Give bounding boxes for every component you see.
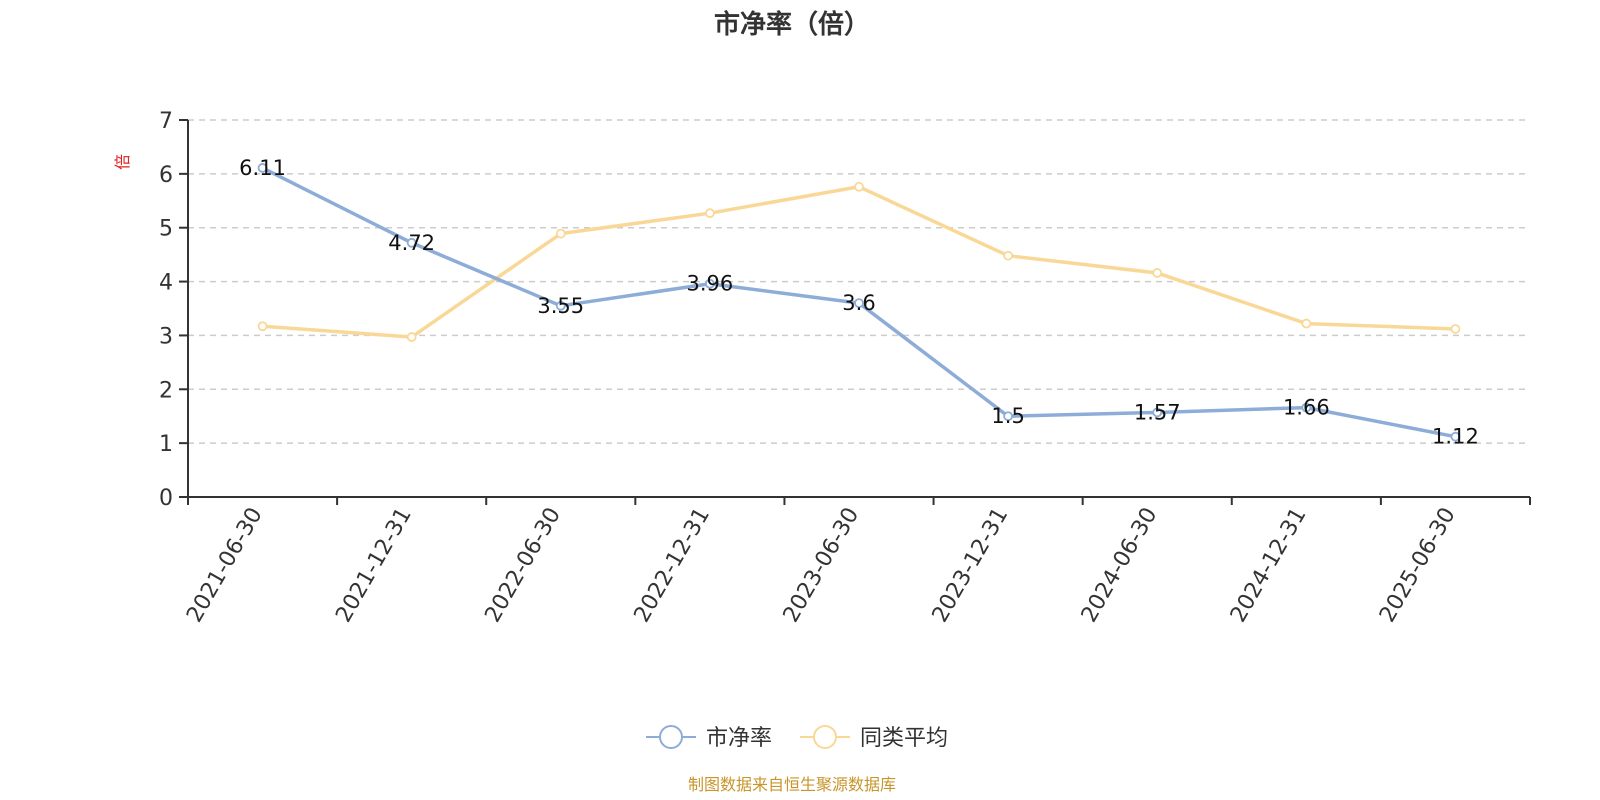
data-point — [704, 208, 715, 219]
legend-marker-icon — [813, 725, 837, 749]
y-tick-label: 7 — [159, 109, 173, 134]
legend-label: 市净率 — [706, 726, 772, 751]
x-tick-label: 2023-06-30 — [779, 504, 865, 627]
grid-lines — [188, 119, 1530, 444]
data-point — [1152, 407, 1163, 418]
data-point — [1003, 411, 1014, 422]
x-tick-label: 2025-06-30 — [1375, 504, 1461, 627]
x-tick-label: 2022-06-30 — [480, 504, 566, 627]
legend-marker-icon — [659, 725, 683, 749]
x-tick-label: 2023-12-31 — [928, 504, 1014, 627]
data-point — [854, 298, 864, 309]
data-label: 1.12 — [1432, 425, 1479, 449]
data-point — [1450, 431, 1461, 442]
data-label: 1.57 — [1134, 400, 1181, 424]
data-point — [406, 332, 417, 342]
data-label: 1.5 — [991, 404, 1024, 428]
y-tick-label: 5 — [159, 217, 173, 242]
chart-title: 市净率（倍） — [714, 9, 870, 40]
series-layer: 6.11 4.72 3.55 3.96 3.6 1.5 1.57 1.66 1.12 — [239, 156, 1479, 449]
data-source-note: 制图数据来自恒生聚源数据库 — [688, 775, 896, 794]
data-label: 4.72 — [388, 231, 435, 255]
axes: 0 1 2 3 4 5 6 7 2021-06-30 2021-12-31 2022-06-30 20… — [159, 109, 1531, 627]
y-tick-label: 0 — [159, 486, 173, 511]
data-label: 6.11 — [239, 156, 286, 180]
data-point — [257, 321, 268, 332]
y-tick-label: 1 — [159, 432, 173, 457]
data-point — [406, 237, 417, 248]
y-tick-label: 3 — [159, 324, 173, 349]
data-point — [257, 163, 268, 173]
y-tick-label: 6 — [159, 163, 173, 188]
data-point — [1152, 268, 1163, 278]
x-tick-label: 2021-12-31 — [331, 504, 417, 627]
data-label: 3.6 — [842, 291, 875, 315]
data-point — [1003, 250, 1014, 261]
data-label: 1.66 — [1283, 396, 1330, 420]
data-point — [1301, 318, 1312, 329]
data-point — [854, 181, 864, 192]
x-tick-label: 2021-06-30 — [182, 504, 268, 627]
legend-label: 同类平均 — [860, 726, 948, 751]
legend: 市净率 同类平均 — [646, 725, 948, 751]
y-tick-label: 4 — [159, 271, 173, 296]
data-point — [1450, 324, 1461, 334]
data-point — [1301, 402, 1312, 413]
data-point — [555, 300, 566, 311]
x-tick-label: 2022-12-31 — [630, 504, 716, 627]
data-label: 3.55 — [537, 294, 584, 318]
data-point — [704, 278, 715, 289]
data-point — [555, 228, 566, 239]
y-axis-unit-label: 倍 — [113, 154, 132, 170]
y-tick-label: 2 — [159, 378, 173, 403]
x-tick-label: 2024-06-30 — [1077, 504, 1163, 627]
x-tick-label: 2024-12-31 — [1226, 504, 1312, 627]
data-label: 3.96 — [687, 272, 734, 296]
